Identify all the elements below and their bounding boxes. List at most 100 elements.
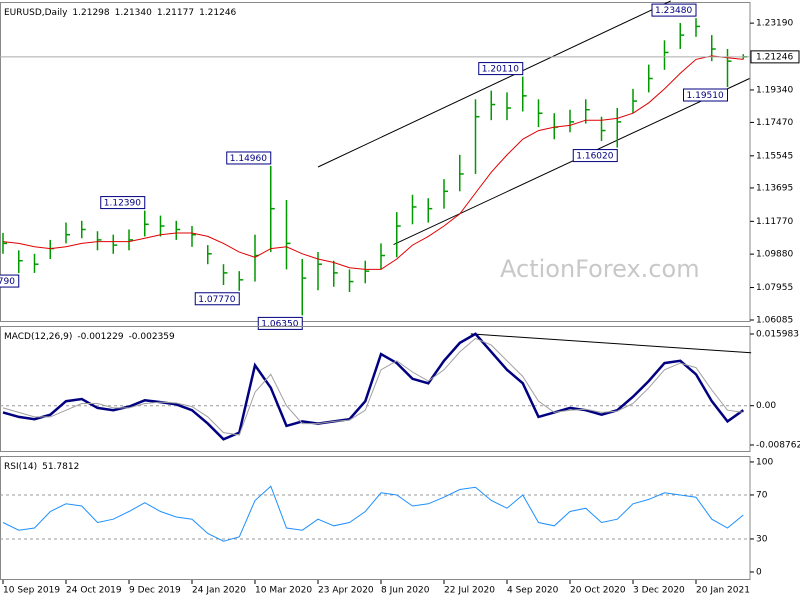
- y-tick-label: 0.00: [756, 401, 776, 411]
- annotation-label: 1.08790: [0, 277, 15, 287]
- annotation-label: 1.19510: [687, 91, 724, 101]
- ohlc-bar: [112, 234, 118, 254]
- panel-title: EURUSD,Daily 1.21298 1.21340 1.21177 1.21246: [4, 8, 237, 18]
- annotation-label: 1.16020: [576, 152, 613, 162]
- y-tick-label: 1.19340: [756, 85, 793, 95]
- y-tick-label: 1.15545: [756, 151, 793, 161]
- ohlc-bar: [81, 220, 86, 239]
- annotation-box: [194, 292, 240, 306]
- y-tick-label: 30: [756, 534, 768, 544]
- annotation-box: [100, 196, 146, 210]
- ohlc-bar: [159, 215, 165, 237]
- ohlc-bar: [506, 92, 511, 121]
- x-tick-label: 23 Apr 2020: [318, 586, 374, 596]
- x-tick-label: 22 Jul 2020: [444, 586, 495, 596]
- ohlc-bar: [207, 245, 212, 265]
- trend-line: [393, 78, 750, 246]
- ohlc-bar: [396, 212, 401, 258]
- panel-title: RSI(14) 51.7812: [4, 462, 79, 472]
- ohlc-bar: [443, 179, 448, 209]
- ohlc-bar: [569, 109, 574, 133]
- ohlc-bar: [490, 90, 496, 121]
- ohlc-bar: [18, 250, 23, 274]
- ohlc-bar: [317, 252, 322, 291]
- ohlc-bar: [648, 64, 653, 93]
- ohlc-bar: [427, 198, 433, 223]
- y-tick-label: 1.17470: [756, 118, 793, 128]
- annotation-label: 1.06350: [261, 319, 298, 329]
- annotation-label: 1.23480: [655, 6, 692, 16]
- ohlc-bar: [380, 243, 385, 270]
- panel-frame: [0, 456, 751, 580]
- y-tick-label: 100: [756, 457, 773, 467]
- x-tick-label: 20 Oct 2020: [570, 586, 626, 596]
- y-tick-label: 1.06085: [756, 316, 793, 326]
- annotation-box: [0, 274, 20, 288]
- x-tick-label: 10 Sep 2019: [3, 586, 60, 596]
- panel-frame: [0, 326, 751, 452]
- panel-title: MACD(12,26,9) -0.001229 -0.002359: [4, 332, 175, 342]
- ohlc-bar: [522, 76, 527, 112]
- panel-frame: [0, 2, 751, 322]
- ohlc-bar: [695, 18, 700, 37]
- annotation-box: [226, 151, 272, 165]
- ohlc-bar: [474, 99, 480, 174]
- annotation-box: [651, 3, 697, 17]
- ohlc-bar: [616, 108, 622, 148]
- annotation-box: [478, 62, 524, 76]
- annotation-box: [683, 88, 728, 102]
- ohlc-bar: [270, 165, 275, 253]
- watermark: ActionForex.com: [500, 255, 700, 283]
- ohlc-bar: [364, 260, 370, 284]
- line: [2, 332, 745, 441]
- y-tick-label: 1.09880: [756, 250, 793, 260]
- ohlc-bar: [65, 222, 70, 244]
- ohlc-bar: [33, 253, 39, 273]
- line: [2, 337, 744, 436]
- x-tick-label: 3 Dec 2020: [633, 586, 685, 596]
- ohlc-bar: [301, 258, 307, 316]
- ohlc-bar: [2, 232, 7, 254]
- last-price-label: 1.21246: [756, 52, 793, 62]
- ohlc-bar: [96, 231, 102, 251]
- panel-title-name: RSI(14): [4, 462, 37, 472]
- ohlc-bar: [175, 220, 181, 240]
- panel-title-name: EURUSD,Daily: [4, 8, 68, 18]
- y-tick-label: 1.11770: [756, 217, 793, 227]
- annotation-label: 1.12390: [104, 199, 141, 209]
- panel-title-value: 1.21246: [199, 8, 236, 18]
- y-tick-label: 1.23190: [756, 19, 793, 29]
- ohlc-bar: [285, 199, 291, 270]
- x-tick-label: 20 Jan 2021: [696, 586, 750, 596]
- ohlc-bar: [585, 99, 590, 124]
- panel-title-value: 1.21340: [115, 8, 152, 18]
- x-tick-label: 24 Oct 2019: [66, 586, 122, 596]
- x-tick-label: 8 Jun 2020: [381, 586, 430, 596]
- panel-title-value: -0.002359: [129, 332, 175, 342]
- y-tick-label: 1.07955: [756, 283, 793, 293]
- x-tick-label: 24 Jan 2020: [192, 586, 246, 596]
- trend-line: [470, 333, 752, 354]
- panel-title-name: MACD(12,26,9): [4, 332, 72, 342]
- line: [2, 55, 744, 270]
- trend-line: [317, 0, 672, 168]
- ohlc-bar: [191, 226, 196, 247]
- annotation-label: 1.07770: [198, 295, 235, 305]
- x-tick-label: 9 Dec 2019: [129, 586, 181, 596]
- y-tick-label: -0.008762: [756, 441, 800, 451]
- ohlc-bar: [600, 116, 606, 141]
- ohlc-bar: [128, 229, 133, 251]
- ohlc-bar: [726, 48, 732, 88]
- y-tick-label: 0: [756, 567, 762, 577]
- annotation-box: [572, 149, 618, 163]
- panel-title-value: 51.7812: [42, 462, 79, 472]
- ohlc-bar: [632, 88, 637, 114]
- ohlc-bar: [238, 271, 244, 291]
- x-tick-label: 4 Sep 2020: [507, 586, 559, 596]
- ohlc-bar: [679, 22, 685, 49]
- ohlc-bar: [222, 264, 228, 286]
- y-tick-label: 0.015983: [756, 329, 799, 339]
- ohlc-bar: [663, 40, 669, 70]
